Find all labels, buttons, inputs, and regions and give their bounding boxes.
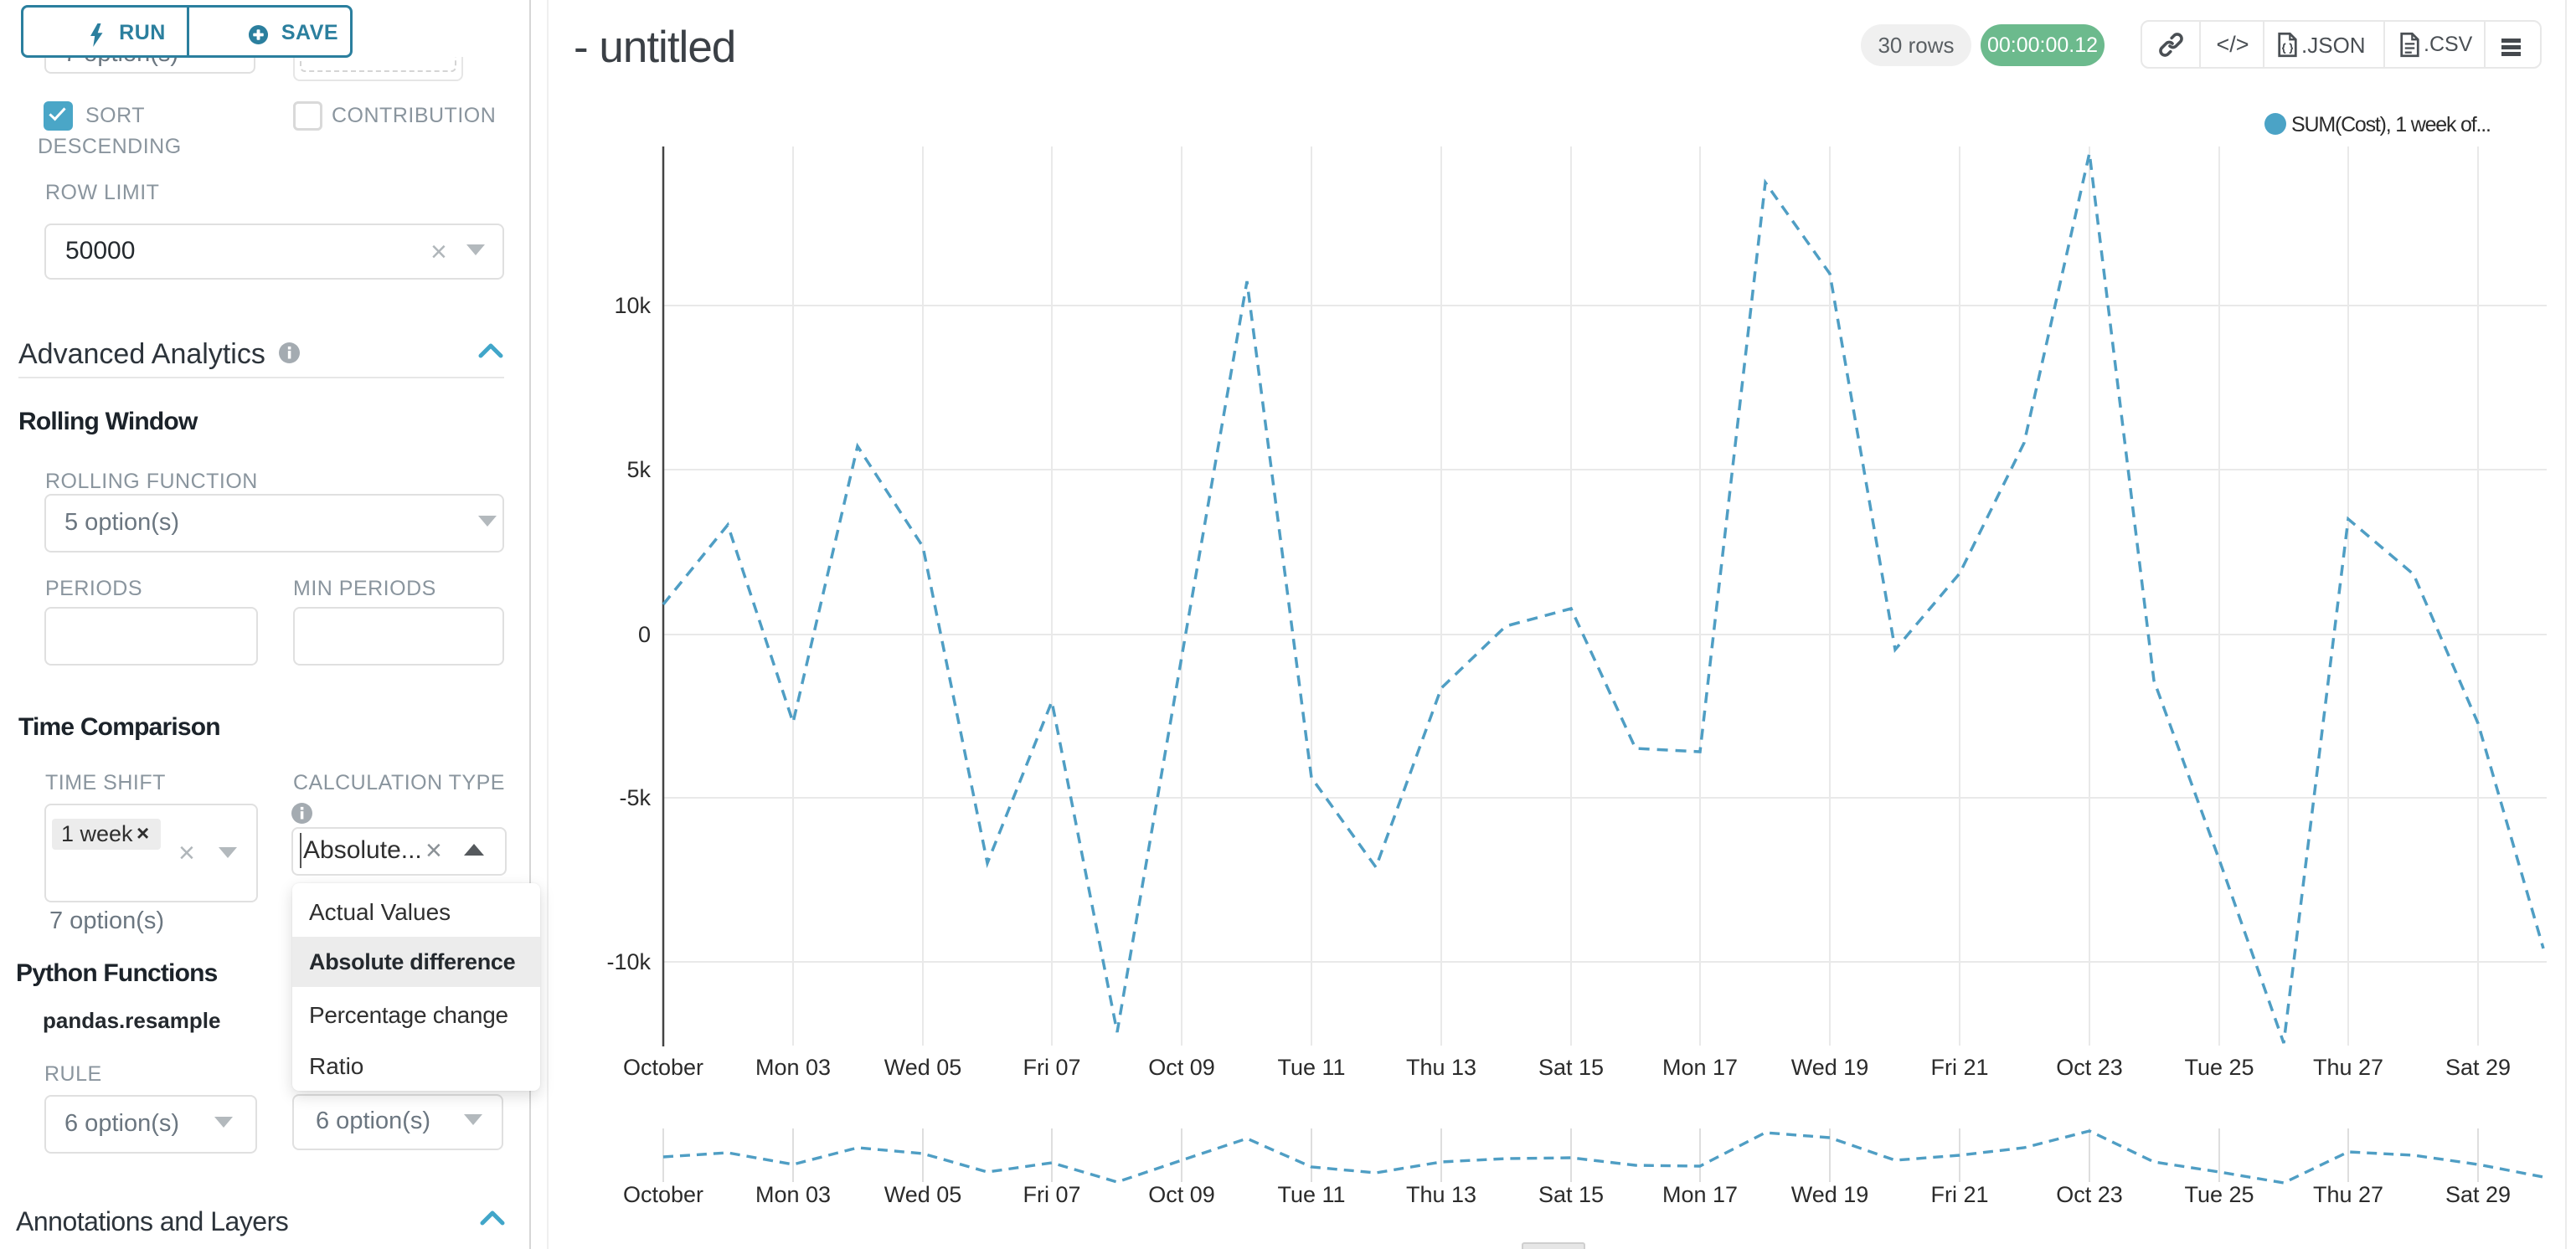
svg-text:-5k: -5k bbox=[619, 785, 651, 810]
svg-text:Sat 29: Sat 29 bbox=[2445, 1182, 2511, 1207]
svg-text:Mon 03: Mon 03 bbox=[755, 1182, 831, 1207]
svg-text:Thu 27: Thu 27 bbox=[2313, 1182, 2383, 1207]
svg-text:Oct 09: Oct 09 bbox=[1148, 1055, 1215, 1080]
svg-text:Mon 17: Mon 17 bbox=[1662, 1182, 1738, 1207]
svg-text:Oct 23: Oct 23 bbox=[2056, 1055, 2123, 1080]
svg-text:Tue 25: Tue 25 bbox=[2184, 1055, 2254, 1080]
svg-text:Sat 15: Sat 15 bbox=[1538, 1055, 1604, 1080]
svg-text:Wed 05: Wed 05 bbox=[884, 1055, 962, 1080]
svg-text:Tue 11: Tue 11 bbox=[1277, 1055, 1345, 1080]
svg-text:Fri 21: Fri 21 bbox=[1930, 1182, 1988, 1207]
svg-text:SUM(Cost), 1 week of...: SUM(Cost), 1 week of... bbox=[2291, 113, 2491, 136]
svg-text:Fri 07: Fri 07 bbox=[1023, 1182, 1080, 1207]
svg-text:10k: 10k bbox=[614, 293, 651, 318]
svg-text:5k: 5k bbox=[626, 457, 651, 482]
svg-text:Wed 05: Wed 05 bbox=[884, 1182, 962, 1207]
svg-text:Wed 19: Wed 19 bbox=[1791, 1055, 1869, 1080]
svg-text:Sat 29: Sat 29 bbox=[2445, 1055, 2511, 1080]
svg-text:Thu 13: Thu 13 bbox=[1406, 1055, 1476, 1080]
svg-text:Mon 03: Mon 03 bbox=[755, 1055, 831, 1080]
svg-text:Fri 21: Fri 21 bbox=[1930, 1055, 1988, 1080]
svg-text:Tue 25: Tue 25 bbox=[2184, 1182, 2254, 1207]
svg-text:-10k: -10k bbox=[606, 949, 651, 974]
svg-text:Mon 17: Mon 17 bbox=[1662, 1055, 1738, 1080]
svg-text:Oct 09: Oct 09 bbox=[1148, 1182, 1215, 1207]
svg-text:Wed 19: Wed 19 bbox=[1791, 1182, 1869, 1207]
svg-text:Oct 23: Oct 23 bbox=[2056, 1182, 2123, 1207]
svg-text:Thu 27: Thu 27 bbox=[2313, 1055, 2383, 1080]
svg-text:Sat 15: Sat 15 bbox=[1538, 1182, 1604, 1207]
svg-text:Fri 07: Fri 07 bbox=[1023, 1055, 1080, 1080]
svg-text:Tue 11: Tue 11 bbox=[1277, 1182, 1345, 1207]
svg-text:0: 0 bbox=[638, 622, 651, 647]
svg-text:Thu 13: Thu 13 bbox=[1406, 1182, 1476, 1207]
svg-text:October: October bbox=[623, 1055, 703, 1080]
svg-text:October: October bbox=[623, 1182, 703, 1207]
